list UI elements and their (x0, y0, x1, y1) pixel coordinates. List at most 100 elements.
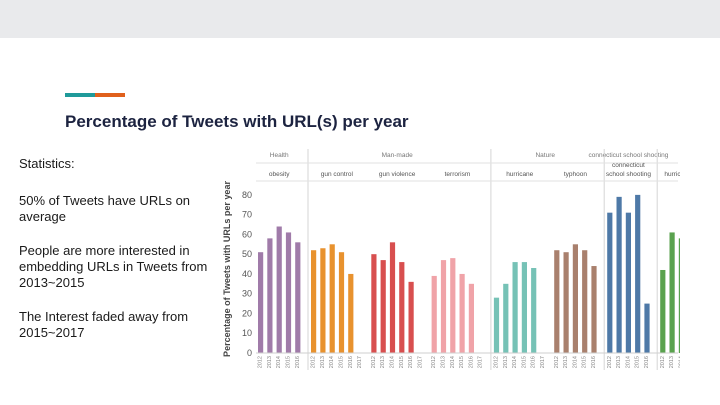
bar (531, 268, 537, 353)
accent-bar-teal (65, 93, 95, 97)
x-tick-label: 2014 (450, 356, 456, 368)
bar (450, 258, 456, 353)
x-tick-label: 2014 (678, 356, 680, 368)
stat-point-faded: The Interest faded away from 2015~2017 (19, 309, 189, 340)
bar (669, 232, 675, 353)
bar (591, 266, 597, 353)
bar (635, 194, 641, 353)
bar (607, 212, 613, 353)
x-tick-label: 2014 (329, 356, 335, 368)
category-label: typhoon (564, 171, 588, 178)
category-label: connecticut (612, 162, 645, 169)
bar (320, 248, 326, 353)
x-tick-label: 2012 (311, 356, 317, 368)
x-tick-label: 2012 (258, 356, 264, 368)
stat-point-average: 50% of Tweets have URLs on average (19, 193, 191, 224)
bar (408, 281, 414, 353)
x-tick-label: 2016 (348, 356, 354, 368)
x-tick-label: 2014 (512, 356, 518, 368)
x-tick-label: 2012 (371, 356, 377, 368)
x-tick-label: 2015 (459, 356, 465, 368)
bar (431, 275, 437, 353)
category-label: hurricane (506, 171, 533, 178)
y-tick-label: 50 (242, 249, 252, 259)
bar (371, 254, 377, 353)
x-tick-label: 2017 (478, 356, 484, 368)
x-tick-label: 2017 (540, 356, 546, 368)
y-axis-label: Percentage of Tweets with URLs per year (222, 181, 232, 357)
bar (660, 269, 666, 353)
x-tick-label: 2013 (563, 356, 569, 368)
y-tick-label: 30 (242, 289, 252, 299)
statistics-text: Statistics: 50% of Tweets have URLs on a… (19, 156, 214, 359)
x-tick-label: 2016 (531, 356, 537, 368)
x-tick-label: 2013 (616, 356, 622, 368)
y-tick-label: 40 (242, 269, 252, 279)
x-tick-label: 2013 (503, 356, 509, 368)
group-label: connecticut school shooting (588, 152, 668, 159)
x-tick-label: 2012 (554, 356, 560, 368)
x-tick-label: 2013 (669, 356, 675, 368)
category-label: gun violence (379, 171, 416, 178)
y-tick-label: 80 (242, 190, 252, 200)
y-tick-label: 60 (242, 229, 252, 239)
bar (644, 303, 650, 353)
bar (503, 283, 509, 353)
category-label: terrorism (445, 171, 471, 178)
group-label: Health (270, 152, 289, 159)
x-tick-label: 2015 (339, 356, 345, 368)
bar (348, 273, 354, 353)
x-tick-label: 2014 (390, 356, 396, 368)
y-tick-label: 20 (242, 308, 252, 318)
bar (311, 250, 317, 353)
bar (338, 252, 345, 353)
top-band (0, 0, 720, 38)
bar (267, 238, 273, 353)
bar (563, 252, 569, 353)
y-tick-label: 0 (247, 348, 252, 358)
bar (276, 226, 282, 353)
bar (440, 260, 447, 353)
bar (625, 212, 631, 353)
slide-title: Percentage of Tweets with URL(s) per yea… (65, 112, 409, 131)
bar (493, 297, 500, 353)
x-tick-label: 2014 (625, 356, 631, 368)
bar (285, 232, 292, 353)
x-tick-label: 2012 (431, 356, 437, 368)
bar (616, 196, 622, 353)
bar (468, 283, 474, 353)
x-tick-label: 2017 (417, 356, 423, 368)
group-label: Nature (535, 152, 555, 159)
x-tick-label: 2015 (286, 356, 292, 368)
x-tick-label: 2015 (635, 356, 641, 368)
accent-bar-orange (95, 93, 125, 97)
bar (582, 250, 588, 353)
x-tick-label: 2017 (357, 356, 363, 368)
x-tick-label: 2013 (267, 356, 273, 368)
bar-chart: Percentage of Tweets with URLs per year 0… (222, 149, 680, 370)
bar (389, 242, 396, 353)
bar (295, 242, 301, 353)
x-tick-label: 2016 (468, 356, 474, 368)
x-tick-label: 2016 (408, 356, 414, 368)
x-tick-label: 2012 (660, 356, 666, 368)
x-tick-label: 2016 (295, 356, 301, 368)
statistics-heading: Statistics: (19, 156, 75, 171)
group-label: Man-made (382, 152, 413, 159)
x-tick-label: 2013 (380, 356, 386, 368)
x-tick-label: 2015 (521, 356, 527, 368)
bar (329, 244, 335, 353)
category-label: school shooting (606, 171, 652, 178)
x-tick-label: 2013 (441, 356, 447, 368)
bar (572, 244, 578, 353)
bar (380, 260, 386, 353)
x-tick-label: 2016 (591, 356, 597, 368)
x-tick-label: 2013 (320, 356, 326, 368)
bar (512, 262, 518, 353)
x-tick-label: 2014 (572, 356, 578, 368)
x-tick-label: 2015 (582, 356, 588, 368)
x-tick-label: 2015 (399, 356, 405, 368)
x-tick-label: 2012 (494, 356, 500, 368)
bar (678, 238, 680, 353)
stat-point-interest: People are more interested in embedding … (19, 243, 208, 290)
